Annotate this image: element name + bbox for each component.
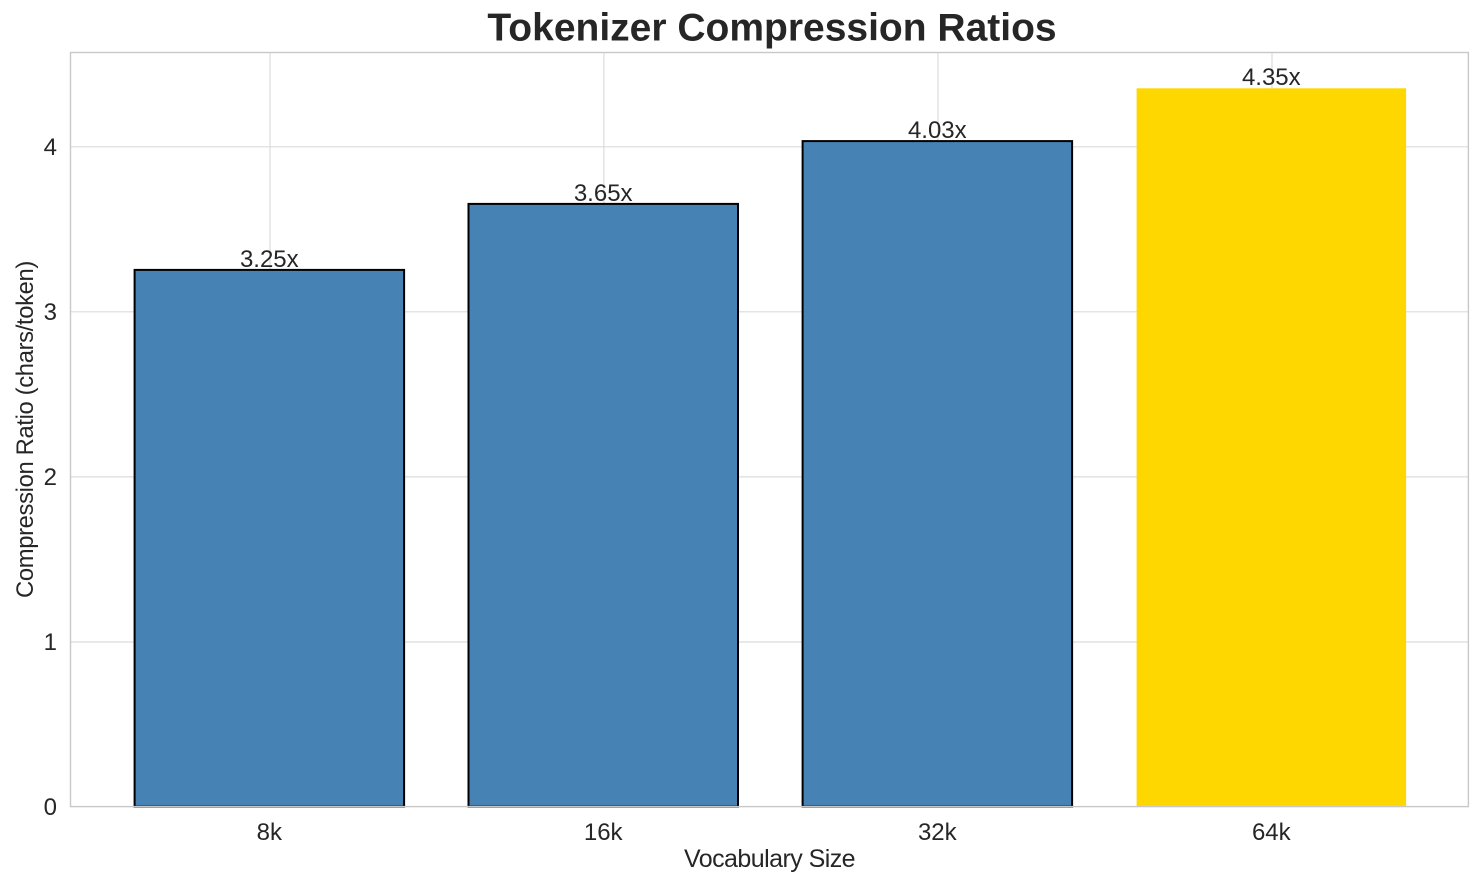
svg-text:4.03x: 4.03x <box>908 117 967 144</box>
svg-text:16k: 16k <box>584 819 624 846</box>
svg-text:4.35x: 4.35x <box>1242 64 1301 91</box>
svg-text:0: 0 <box>44 794 57 821</box>
svg-text:3.25x: 3.25x <box>240 246 299 273</box>
svg-text:3.65x: 3.65x <box>574 180 633 207</box>
svg-text:2: 2 <box>44 464 57 491</box>
svg-text:64k: 64k <box>1252 819 1292 846</box>
svg-text:8k: 8k <box>257 819 283 846</box>
svg-text:Vocabulary Size: Vocabulary Size <box>684 845 855 873</box>
svg-text:Compression Ratio (chars/token: Compression Ratio (chars/token) <box>12 261 39 598</box>
svg-text:4: 4 <box>44 134 57 161</box>
svg-text:1: 1 <box>44 629 57 656</box>
svg-text:Tokenizer Compression Ratios: Tokenizer Compression Ratios <box>487 7 1056 50</box>
svg-text:3: 3 <box>44 299 57 326</box>
svg-text:32k: 32k <box>918 819 958 846</box>
